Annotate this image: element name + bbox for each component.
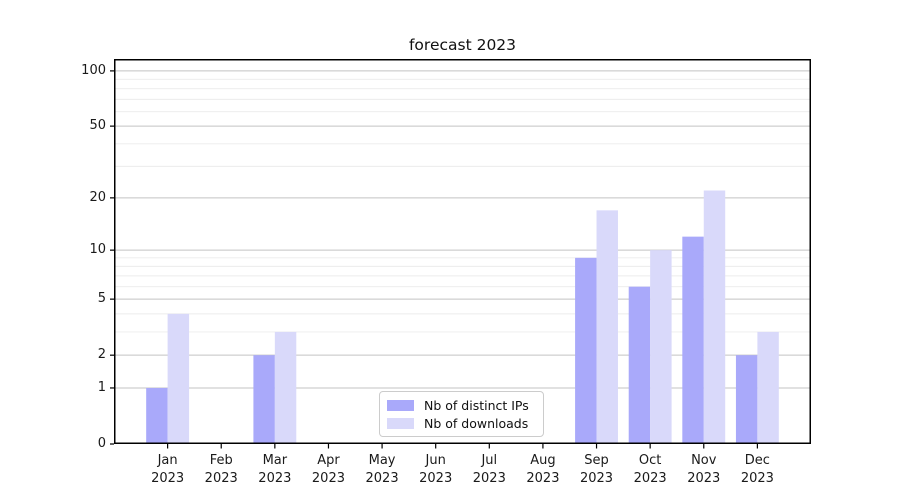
ylabel-50: 50 xyxy=(89,118,106,134)
xlabel-aug: Aug 2023 xyxy=(526,453,560,486)
bar-dec-downloads xyxy=(757,331,779,444)
bar-oct-distinct-ips xyxy=(628,286,651,444)
ylabel-10: 10 xyxy=(89,242,106,258)
legend-label-distinct-ips: Nb of distinct IPs xyxy=(424,397,529,413)
bar-dec-distinct-ips xyxy=(735,355,758,444)
xlabel-apr: Apr 2023 xyxy=(311,453,345,486)
legend-row-downloads: Nb of downloads xyxy=(387,415,535,431)
bar-oct-downloads xyxy=(650,250,672,444)
bar-mar-downloads xyxy=(274,331,297,444)
ylabel-20: 20 xyxy=(89,189,106,205)
xlabel-jan: Jan 2023 xyxy=(151,453,185,486)
xlabel-sep: Sep 2023 xyxy=(579,453,614,486)
legend: Nb of distinct IPs Nb of downloads xyxy=(379,391,544,437)
ylabel-1: 1 xyxy=(97,379,106,395)
ylabel-5: 5 xyxy=(97,291,106,307)
legend-row-distinct-ips: Nb of distinct IPs xyxy=(387,397,535,413)
bar-sep-downloads xyxy=(596,210,618,444)
bar-nov-distinct-ips xyxy=(682,236,704,444)
bar-jan-downloads xyxy=(167,313,190,444)
xlabel-jun: Jun 2023 xyxy=(419,453,453,486)
legend-swatch-downloads xyxy=(387,417,414,429)
xlabel-nov: Nov 2023 xyxy=(687,453,721,486)
xlabel-oct: Oct 2023 xyxy=(633,453,667,486)
plot-area xyxy=(110,59,811,449)
xlabel-mar: Mar 2023 xyxy=(258,453,292,486)
chart-title: forecast 2023 xyxy=(408,36,517,54)
xlabel-dec: Dec 2023 xyxy=(740,453,774,486)
bar-jan-distinct-ips xyxy=(146,387,168,444)
bar-mar-distinct-ips xyxy=(253,355,275,444)
ylabel-2: 2 xyxy=(97,347,106,363)
xlabel-feb: Feb 2023 xyxy=(204,453,238,486)
legend-swatch-distinct-ips xyxy=(387,399,414,411)
xlabel-may: May 2023 xyxy=(365,453,399,486)
ylabel-100: 100 xyxy=(81,62,106,78)
bar-sep-distinct-ips xyxy=(575,257,597,444)
plot-frame xyxy=(114,59,811,444)
ylabel-0: 0 xyxy=(97,436,106,451)
legend-label-downloads: Nb of downloads xyxy=(424,415,529,431)
xlabel-jul: Jul 2023 xyxy=(472,453,506,486)
bar-nov-downloads xyxy=(703,190,726,444)
